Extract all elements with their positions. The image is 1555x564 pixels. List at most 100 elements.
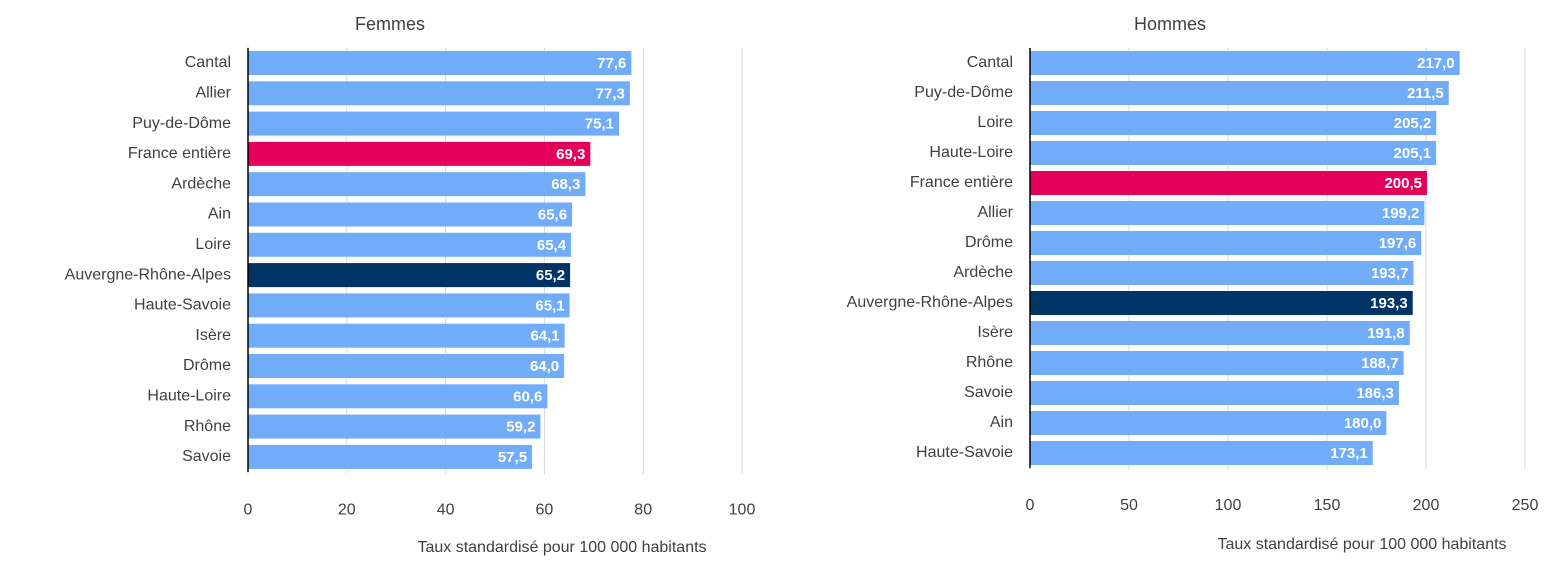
value-label: 186,3	[1356, 385, 1394, 402]
bar	[248, 172, 586, 197]
category-label: Drôme	[183, 357, 231, 374]
x-axis-label: Taux standardisé pour 100 000 habitants	[1217, 536, 1506, 553]
category-label: Rhône	[184, 418, 231, 435]
value-label: 197,6	[1379, 235, 1417, 252]
value-label: 199,2	[1382, 205, 1420, 222]
value-label: 77,6	[597, 55, 626, 72]
bar	[248, 232, 572, 257]
value-label: 59,2	[506, 419, 535, 436]
value-label: 69,3	[556, 146, 585, 163]
x-tick-label: 0	[244, 501, 253, 518]
chart-title: Femmes	[355, 14, 425, 34]
bar	[1030, 321, 1410, 345]
category-label: Loire	[195, 236, 231, 253]
bar	[1030, 381, 1399, 405]
x-tick-label: 100	[1215, 497, 1242, 514]
x-tick-label: 50	[1120, 497, 1138, 514]
bar	[248, 414, 541, 439]
category-label: Isère	[977, 324, 1013, 341]
value-label: 68,3	[551, 176, 580, 193]
x-tick-label: 250	[1512, 497, 1539, 514]
bar	[248, 202, 573, 227]
value-label: 65,2	[536, 267, 565, 284]
value-label: 77,3	[596, 85, 625, 102]
value-label: 60,6	[513, 388, 542, 405]
category-label: Rhône	[966, 354, 1013, 371]
x-tick-label: 100	[729, 501, 756, 518]
category-label: Puy-de-Dôme	[132, 115, 231, 132]
category-label: Isère	[195, 327, 231, 344]
category-label: Auvergne-Rhône-Alpes	[65, 266, 231, 283]
category-label: Ain	[208, 206, 231, 223]
category-label: Cantal	[967, 54, 1013, 71]
value-label: 64,0	[530, 358, 559, 375]
x-tick-label: 150	[1314, 497, 1341, 514]
value-label: 205,2	[1394, 115, 1432, 132]
x-tick-label: 20	[338, 501, 356, 518]
category-label: Haute-Savoie	[134, 297, 231, 314]
x-axis-label: Taux standardisé pour 100 000 habitants	[417, 539, 706, 556]
value-label: 75,1	[585, 116, 614, 133]
category-label: Haute-Loire	[147, 388, 231, 405]
x-tick-label: 80	[634, 501, 652, 518]
x-tick-label: 40	[437, 501, 455, 518]
category-label: France entière	[910, 174, 1013, 191]
category-label: Savoie	[182, 448, 231, 465]
bar	[1030, 231, 1422, 255]
category-label: Allier	[195, 85, 231, 102]
x-tick-label: 0	[1026, 497, 1035, 514]
value-label: 65,4	[537, 237, 567, 254]
bar	[1030, 351, 1404, 375]
bar	[248, 444, 533, 469]
value-label: 205,1	[1394, 145, 1432, 162]
category-label: Ardèche	[171, 175, 231, 192]
chart-title: Hommes	[1134, 14, 1206, 34]
bar	[248, 293, 570, 318]
value-label: 65,6	[538, 206, 567, 223]
value-label: 193,3	[1370, 295, 1408, 312]
category-label: Ardèche	[953, 264, 1013, 281]
x-tick-label: 60	[536, 501, 554, 518]
bar	[1030, 201, 1425, 225]
category-label: Loire	[977, 114, 1013, 131]
bar	[248, 141, 591, 166]
category-label: Puy-de-Dôme	[914, 84, 1013, 101]
bar	[248, 323, 565, 348]
bar	[1030, 81, 1449, 105]
bar	[1030, 441, 1373, 465]
category-label: Haute-Loire	[929, 144, 1013, 161]
value-label: 173,1	[1330, 445, 1368, 462]
category-label: Cantal	[185, 54, 231, 71]
category-label: Allier	[977, 204, 1013, 221]
bar	[248, 354, 565, 378]
bar	[1030, 111, 1437, 135]
value-label: 191,8	[1367, 325, 1405, 342]
category-label: Auvergne-Rhône-Alpes	[847, 294, 1013, 311]
x-tick-label: 200	[1413, 497, 1440, 514]
category-label: Ain	[990, 414, 1013, 431]
bar	[1030, 291, 1413, 315]
bar	[1030, 411, 1387, 435]
category-label: Savoie	[964, 384, 1013, 401]
category-label: Haute-Savoie	[916, 444, 1013, 461]
category-label: Drôme	[965, 234, 1013, 251]
value-label: 180,0	[1344, 415, 1382, 432]
bar	[248, 111, 619, 136]
bar	[248, 263, 571, 288]
bar	[1030, 171, 1427, 195]
bar	[248, 81, 630, 106]
value-label: 200,5	[1384, 175, 1422, 192]
value-label: 211,5	[1407, 85, 1444, 102]
value-label: 188,7	[1361, 355, 1399, 372]
bar	[1030, 51, 1460, 75]
bar	[248, 51, 632, 75]
bar	[1030, 141, 1437, 165]
bar	[1030, 261, 1414, 285]
value-label: 193,7	[1371, 265, 1409, 282]
value-label: 217,0	[1417, 55, 1455, 72]
value-label: 65,1	[535, 297, 564, 314]
category-label: France entière	[128, 145, 231, 162]
value-label: 64,1	[530, 328, 559, 345]
value-label: 57,5	[498, 449, 527, 466]
